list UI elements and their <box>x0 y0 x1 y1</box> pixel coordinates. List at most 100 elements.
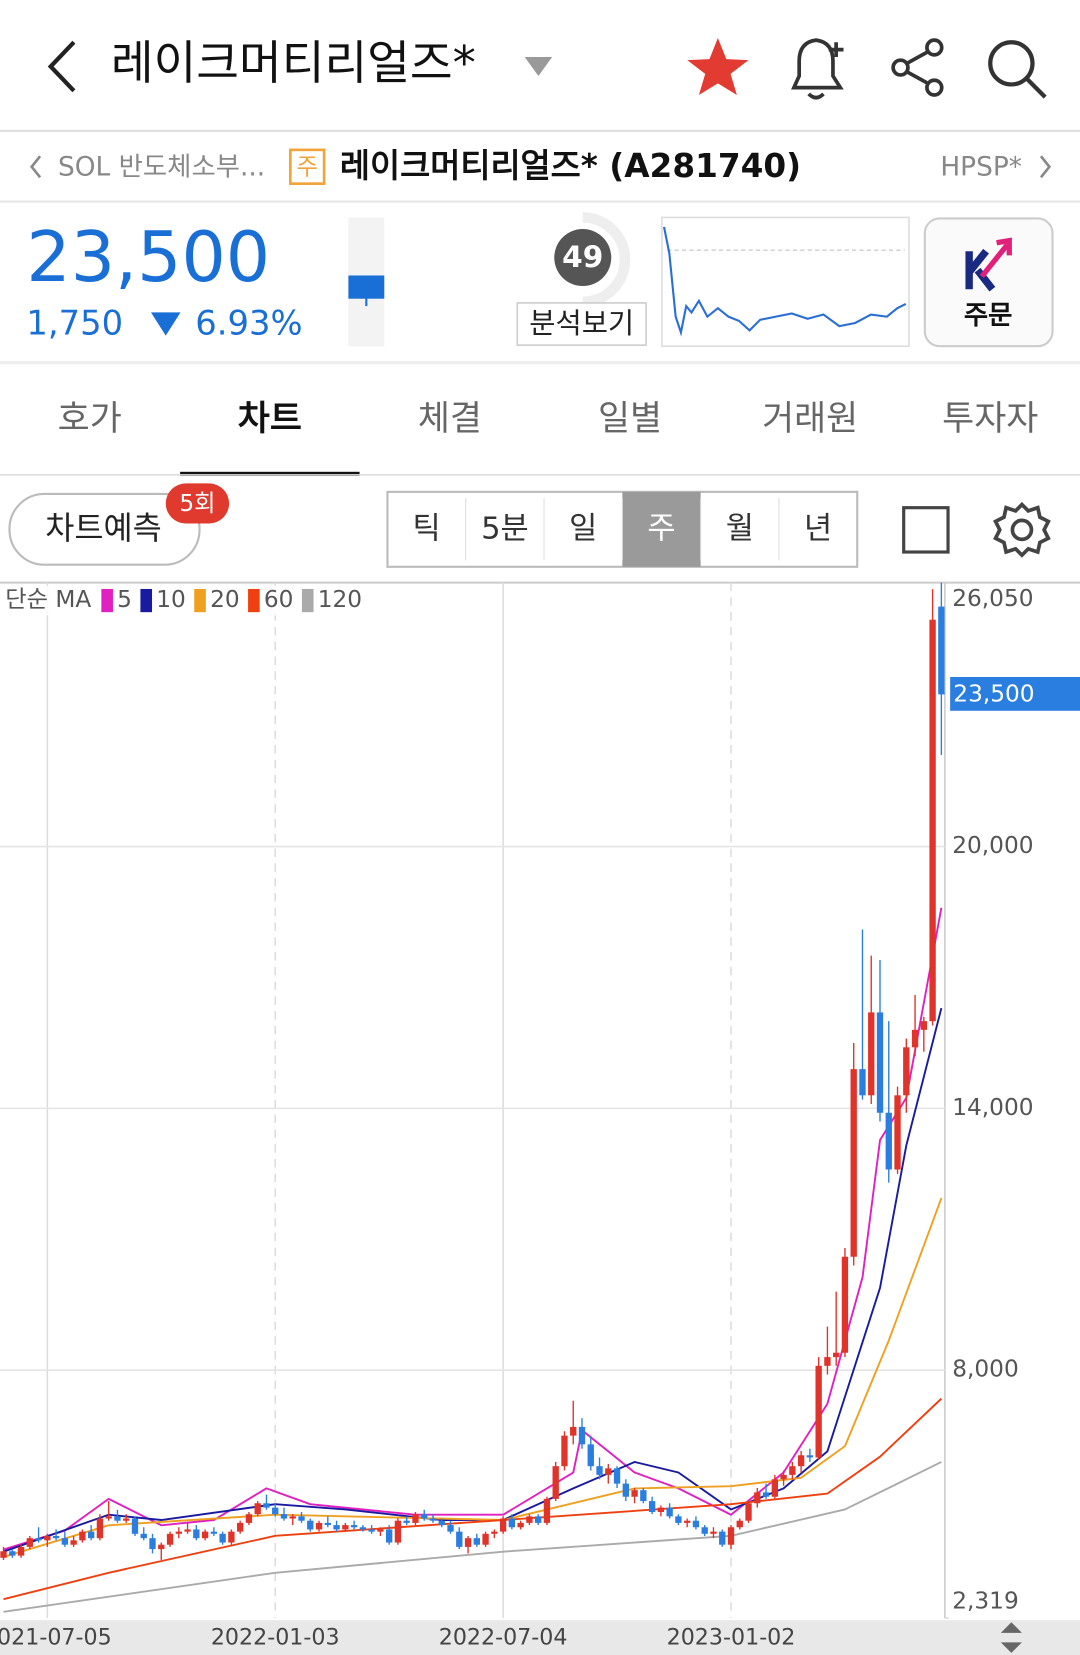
candle-body <box>499 1518 507 1532</box>
tab[interactable]: 일별 <box>598 399 662 439</box>
period-option[interactable]: 주 <box>647 511 675 546</box>
legend-swatch <box>101 588 113 613</box>
next-stock[interactable]: HPSP* <box>940 152 1022 182</box>
candlestick-chart: 2021-07-05 2022-01-03 2022-07-04 2023-01-02… <box>0 582 1080 1651</box>
candle-body <box>859 1069 866 1096</box>
candle-body <box>517 1522 524 1528</box>
period-option[interactable]: 년 <box>804 511 832 546</box>
candle-body <box>280 1514 288 1519</box>
sparkline-box[interactable] <box>661 216 910 347</box>
period-option[interactable]: 월 <box>726 511 754 546</box>
favorite-star[interactable] <box>687 37 749 95</box>
predict-label[interactable]: 차트예측 <box>45 511 162 547</box>
candle-body <box>815 1365 822 1458</box>
prev-stock[interactable]: SOL 반도체소부... <box>58 152 265 182</box>
settings-button[interactable] <box>993 501 1051 558</box>
legend-label: 10 <box>156 586 186 613</box>
period-option[interactable]: 틱 <box>413 511 441 546</box>
order-label[interactable]: 주문 <box>964 301 1013 331</box>
order-logo[interactable] <box>965 248 996 292</box>
order-logo-arrow[interactable] <box>979 237 1012 279</box>
candle-body <box>201 1531 209 1539</box>
search-icon[interactable] <box>988 40 1047 99</box>
analysis-button[interactable] <box>516 302 647 346</box>
candle-body <box>342 1525 349 1530</box>
candle-body <box>324 1522 331 1526</box>
share-icon[interactable] <box>891 38 944 97</box>
candle-body <box>52 1535 60 1539</box>
back-button[interactable] <box>47 40 76 93</box>
y-tick-label: 8,000 <box>952 1356 1018 1383</box>
candle-body <box>193 1529 200 1539</box>
tab[interactable]: 거래원 <box>762 399 858 439</box>
candle-body <box>158 1544 165 1550</box>
candle-body <box>412 1514 419 1523</box>
candle-body <box>438 1520 445 1526</box>
legend-label: 120 <box>318 586 362 613</box>
alarm-icon[interactable] <box>791 38 844 100</box>
market-badge: 주 <box>297 153 318 180</box>
day-range-body <box>348 275 385 299</box>
candle-body <box>394 1520 402 1543</box>
candle-body <box>473 1538 480 1545</box>
candle-body <box>35 1538 42 1541</box>
tab[interactable]: 체결 <box>418 399 482 439</box>
stock-title[interactable]: 레이크머티리얼즈* <box>111 36 476 90</box>
tab[interactable]: 차트 <box>238 399 302 439</box>
candle-body <box>841 1256 849 1353</box>
legend-title: 단순 MA <box>5 586 91 613</box>
candle-body <box>885 1112 892 1170</box>
candle-body <box>368 1529 375 1532</box>
candle-body <box>464 1538 472 1547</box>
candle-body <box>613 1468 621 1484</box>
fullscreen-button[interactable] <box>902 506 950 554</box>
analysis-label[interactable]: 분석보기 <box>529 307 634 340</box>
y-tick-label: 2,319 <box>952 1588 1018 1615</box>
candle-body <box>543 1498 551 1523</box>
score-ring <box>582 212 631 308</box>
prev-arrow[interactable] <box>29 155 42 179</box>
legend-swatch <box>248 588 260 613</box>
score-circle[interactable] <box>554 229 612 287</box>
candle-body <box>929 619 936 1022</box>
candle-body <box>447 1525 454 1532</box>
tab[interactable]: 투자자 <box>942 399 1038 439</box>
down-triangle <box>150 312 181 336</box>
candle-body <box>911 1029 919 1048</box>
candle-body <box>61 1538 69 1545</box>
next-arrow[interactable] <box>1039 155 1052 179</box>
dropdown-icon[interactable] <box>524 56 553 76</box>
x-tick-label: 2022-01-03 <box>211 1625 340 1651</box>
moving-average <box>3 907 943 1551</box>
candle-body <box>570 1426 577 1436</box>
candle-body <box>640 1490 647 1502</box>
candle-body <box>552 1466 559 1499</box>
candle-body <box>79 1531 86 1541</box>
period-option[interactable]: 5분 <box>481 511 529 546</box>
candle-body <box>123 1518 130 1521</box>
score[interactable]: 49 <box>562 240 603 274</box>
candle-body <box>780 1474 787 1480</box>
candle-body <box>657 1507 665 1512</box>
candle-body <box>403 1520 410 1523</box>
candle-body <box>429 1518 437 1521</box>
candle-body <box>561 1435 568 1467</box>
candle-body <box>692 1520 700 1528</box>
candle-body <box>105 1516 112 1519</box>
candle-body <box>96 1518 104 1539</box>
candle-body <box>377 1529 384 1532</box>
change-percent: 6.93% <box>195 304 302 343</box>
candle-body <box>762 1492 770 1497</box>
predict-button[interactable] <box>8 492 201 566</box>
moving-average <box>3 1007 943 1553</box>
candle-body <box>587 1444 594 1467</box>
candle-body <box>491 1531 498 1534</box>
legend-label: 60 <box>264 586 294 613</box>
scroll-handle[interactable] <box>1000 1622 1022 1653</box>
candle-body <box>894 1095 901 1170</box>
tab[interactable]: 호가 <box>58 399 122 439</box>
candle-body <box>727 1527 735 1545</box>
period-option[interactable]: 일 <box>569 511 597 546</box>
date-axis-bar <box>0 1620 1080 1655</box>
